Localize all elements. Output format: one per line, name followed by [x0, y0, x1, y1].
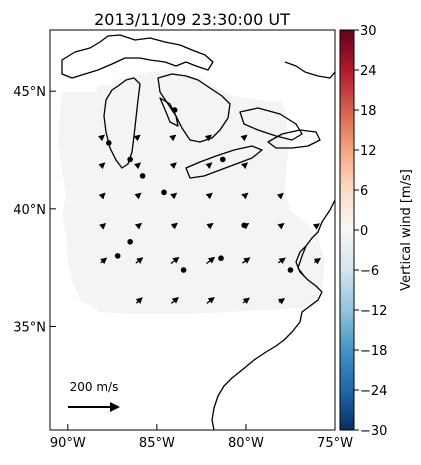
map-panel: 200 m/s — [58, 34, 335, 430]
colorbar-tick-label: −6 — [360, 264, 379, 279]
lat-tick-label: 45°N — [13, 85, 46, 100]
lon-tick-label: 80°W — [228, 436, 264, 451]
wind-vector-arrow — [170, 192, 178, 200]
lon-tick-label: 75°W — [317, 436, 353, 451]
station-marker — [105, 140, 112, 146]
colorbar-tick-label: 0 — [360, 224, 368, 239]
lake-ontario-shoreline — [267, 129, 321, 149]
coastlines — [61, 34, 335, 430]
wind-vector-arrow — [241, 192, 249, 200]
colorbar-tick-label: −24 — [360, 384, 387, 399]
atlantic-coastline — [211, 199, 335, 430]
colorbar — [339, 29, 355, 431]
latitude-axis: 45°N 40°N 35°N — [13, 85, 56, 335]
station-marker — [127, 156, 133, 163]
station-marker — [161, 189, 167, 196]
wind-vector-arrow — [100, 257, 108, 265]
wind-vector-arrow — [276, 192, 284, 200]
map-title: 2013/11/09 23:30:00 UT — [94, 10, 290, 29]
colorbar-ticks: 30 24 18 12 6 0 −6 −12 −18 −24 −30 — [354, 24, 387, 439]
colorbar-tick-label: 12 — [360, 144, 377, 159]
lon-tick-label: 85°W — [139, 436, 175, 451]
wind-field-region — [58, 70, 325, 314]
chesapeake-bay-shoreline — [297, 245, 307, 277]
wind-vector-arrow — [206, 256, 216, 264]
wind-vector-arrow — [205, 192, 213, 200]
reference-vector-label: 200 m/s — [70, 380, 119, 394]
wind-vector-arrow — [133, 134, 141, 142]
wind-vector-arrow — [135, 297, 143, 304]
colorbar-tick-label: −18 — [360, 344, 387, 359]
wind-vector-arrow — [242, 222, 250, 230]
wind-vector-arrow — [169, 162, 177, 170]
lower-michigan-east-shore — [159, 97, 179, 127]
wind-vector-arrow — [171, 296, 179, 304]
wind-vector-arrow — [277, 298, 286, 305]
wind-vector-arrow — [204, 134, 212, 142]
station-marker — [127, 238, 133, 245]
wind-vector-arrow — [312, 223, 320, 230]
wind-vector-arrow — [242, 257, 251, 264]
station-marker — [171, 107, 178, 113]
station-marker — [219, 156, 226, 163]
wind-vector-arrow — [206, 297, 215, 304]
wind-vector-arrow — [277, 223, 285, 230]
wind-vector-arrow — [170, 256, 180, 264]
colorbar-tick-label: 18 — [360, 104, 377, 119]
colorbar-tick-label: 6 — [360, 184, 368, 199]
wind-vector-arrow — [313, 257, 322, 265]
northeast-coastline — [284, 61, 335, 79]
wind-vector-arrow — [169, 134, 177, 142]
wind-vectors — [97, 134, 322, 305]
lon-tick-label: 90°W — [50, 436, 86, 451]
station-markers — [105, 107, 294, 273]
wind-vector-arrow — [205, 162, 213, 170]
map-frame — [49, 29, 336, 431]
station-marker — [218, 255, 224, 262]
georgian-bay-shoreline — [239, 107, 303, 141]
colorbar-tick-label: −30 — [360, 424, 387, 439]
wind-vector-arrow — [135, 257, 144, 264]
reference-vector: 200 m/s — [68, 380, 120, 412]
colorbar-label: Vertical wind [m/s] — [399, 169, 414, 291]
wind-vector-arrow — [98, 162, 106, 170]
wind-vector-arrow — [134, 162, 142, 170]
wind-vector-arrow — [97, 134, 106, 142]
station-marker — [180, 267, 187, 273]
wind-vector-arrow — [241, 162, 249, 170]
wind-vector-arrow — [240, 134, 248, 142]
colorbar-tick-label: 30 — [360, 24, 377, 39]
wind-vector-arrow — [99, 222, 107, 230]
wind-vector-arrow — [242, 297, 250, 305]
wind-vector-arrow — [134, 222, 143, 230]
wind-vector-arrow — [206, 222, 214, 230]
station-marker — [139, 173, 146, 179]
longitude-axis: 90°W 85°W 80°W 75°W — [50, 424, 353, 451]
wind-vector-arrow — [134, 192, 142, 200]
lake-michigan-shoreline — [103, 77, 141, 169]
wind-vector-arrow — [277, 257, 286, 264]
lat-tick-label: 35°N — [13, 320, 46, 335]
lake-superior-shoreline — [61, 34, 214, 79]
colorbar-tick-label: 24 — [360, 64, 377, 79]
lake-erie-shoreline — [185, 145, 263, 179]
station-marker — [114, 253, 121, 259]
station-marker — [287, 267, 294, 273]
wind-vector-arrow — [170, 222, 178, 230]
wind-vector-arrow — [98, 192, 106, 200]
colorbar-tick-label: −12 — [360, 304, 387, 319]
lat-tick-label: 40°N — [13, 203, 46, 218]
